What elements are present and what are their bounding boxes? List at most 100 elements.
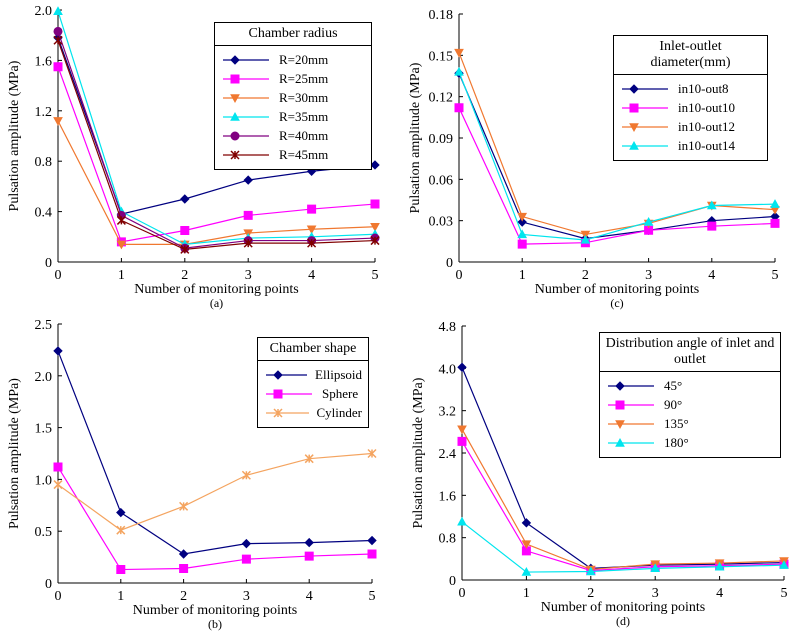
point-marker	[53, 117, 63, 126]
y-tick-label: 0.18	[429, 8, 454, 23]
x-tick-label: 0	[456, 268, 463, 283]
point-marker	[517, 239, 527, 249]
point-marker	[306, 225, 317, 235]
x-axis-label: Number of monitoring points	[134, 282, 299, 297]
point-marker	[116, 240, 127, 250]
series-line	[57, 31, 376, 249]
y-tick-label: 0.8	[439, 532, 457, 547]
legend-marker	[615, 400, 625, 409]
caption: (d)	[616, 614, 630, 628]
series-line	[461, 521, 785, 573]
legend-entry: Ellipsoid	[264, 365, 362, 384]
legend-marker	[615, 437, 625, 447]
legend-swatch	[608, 400, 654, 409]
point-marker	[367, 535, 377, 546]
legend-entry: 45°	[606, 376, 774, 395]
point-marker	[585, 566, 596, 576]
series-line	[461, 441, 785, 572]
legend-entry: 180°	[606, 433, 774, 452]
legend-title: Distribution angle of inlet and outlet	[600, 336, 780, 372]
point-marker	[454, 103, 464, 113]
point-marker	[457, 436, 467, 446]
point-marker	[517, 212, 528, 222]
y-tick-label: 0.06	[429, 173, 454, 188]
x-tick-label: 0	[55, 589, 62, 604]
point-marker	[370, 223, 380, 232]
point-marker	[644, 225, 654, 235]
legend-entry: R=30mm	[221, 88, 365, 107]
y-tick-label: 0.4	[35, 206, 53, 221]
legend-title: Chamber radius	[215, 26, 371, 46]
y-tick-label: 1.2	[35, 105, 53, 120]
series-line	[458, 52, 776, 236]
legend-entry: in10-out10	[620, 98, 761, 117]
point-marker	[370, 160, 380, 170]
point-marker	[53, 6, 63, 15]
point-marker	[770, 218, 780, 228]
x-tick-label: 2	[582, 268, 589, 283]
legend-entry: R=40mm	[221, 126, 365, 145]
series-line	[57, 66, 376, 243]
point-marker	[53, 462, 63, 472]
legend-swatch	[266, 407, 309, 418]
y-axis-label: Pulsation amplitude (MPa)	[7, 378, 22, 529]
y-tick-label: 2.0	[35, 4, 53, 19]
legend-swatch	[622, 140, 668, 150]
x-tick-label: 3	[652, 586, 659, 601]
legend-label: in10-out14	[678, 137, 736, 153]
legend-entry: Cylinder	[264, 403, 362, 422]
x-tick-label: 1	[519, 268, 526, 283]
point-marker	[521, 546, 531, 556]
legend-label: Cylinder	[316, 404, 363, 420]
legend-marker	[230, 93, 240, 103]
caption: (b)	[208, 617, 222, 631]
point-marker	[580, 230, 591, 240]
y-tick-label: 0.09	[429, 132, 454, 147]
legend-marker	[615, 380, 625, 391]
legend-marker	[615, 419, 625, 429]
point-marker	[367, 448, 377, 459]
point-marker	[116, 507, 126, 518]
point-marker	[457, 425, 467, 435]
y-axis-label: Pulsation amplitude (MPa)	[408, 62, 423, 213]
point-marker	[180, 194, 190, 204]
legend-label: R=30mm	[279, 89, 329, 105]
x-axis-label: Number of monitoring points	[535, 282, 700, 297]
point-marker	[307, 238, 317, 248]
legend-label: 45°	[664, 377, 683, 393]
legend-swatch	[608, 437, 654, 447]
point-marker	[180, 226, 190, 235]
point-marker	[770, 199, 780, 208]
y-tick-label: 2.5	[35, 318, 53, 333]
x-tick-label: 2	[587, 586, 594, 601]
legend-swatch	[266, 389, 312, 398]
x-tick-label: 1	[523, 586, 530, 601]
point-marker	[243, 238, 253, 248]
legend-entry: in10-out12	[620, 117, 761, 136]
point-marker	[457, 362, 467, 372]
point-marker	[370, 199, 380, 209]
x-tick-label: 5	[781, 586, 788, 601]
series-line	[57, 11, 376, 245]
legend-marker	[629, 83, 639, 94]
y-tick-label: 0.8	[35, 155, 53, 170]
x-tick-label: 0	[55, 268, 62, 283]
x-tick-label: 3	[245, 268, 252, 283]
point-marker	[116, 215, 126, 225]
x-tick-label: 2	[180, 589, 187, 604]
point-marker	[457, 516, 467, 526]
legend-label: Sphere	[322, 385, 359, 401]
series-line	[458, 73, 776, 240]
y-tick-label: 0	[45, 256, 52, 271]
legend-title: Inlet-outlet diameter(mm)	[614, 39, 767, 75]
caption: (a)	[210, 296, 223, 310]
legend-label: in10-out10	[678, 99, 736, 115]
y-tick-label: 2.0	[35, 370, 53, 385]
point-marker	[241, 554, 251, 564]
point-marker	[179, 501, 189, 511]
legend-marker	[629, 140, 639, 150]
legend-marker	[273, 389, 283, 398]
point-marker	[521, 567, 532, 576]
point-marker	[707, 221, 717, 231]
x-tick-label: 4	[308, 268, 315, 283]
